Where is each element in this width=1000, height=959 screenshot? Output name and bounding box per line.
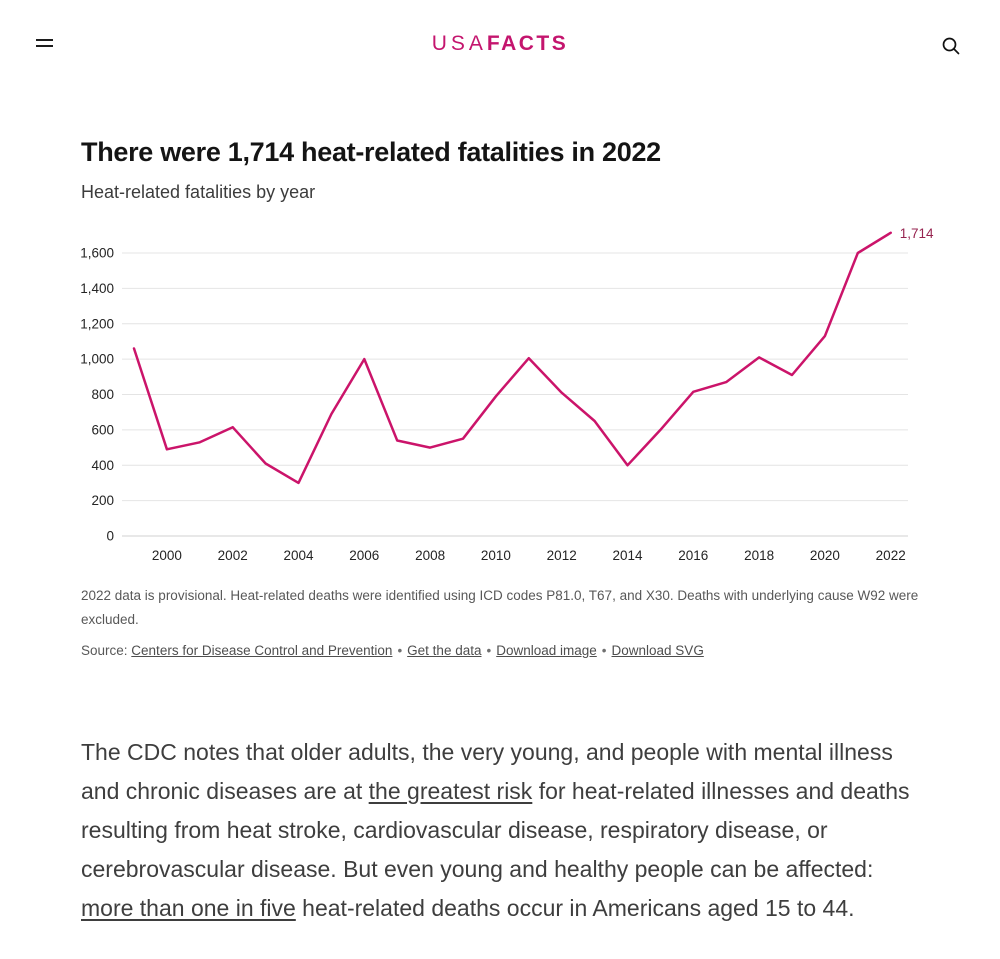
logo[interactable]: USAFACTS	[0, 33, 1000, 55]
inline-link[interactable]: more than one in five	[81, 895, 296, 921]
source-label: Source:	[81, 643, 128, 658]
logo-facts-text: FACTS	[486, 32, 569, 55]
x-tick-label: 2008	[415, 548, 445, 563]
y-tick-label: 400	[91, 458, 114, 473]
get-the-data-link[interactable]: Get the data	[407, 643, 482, 658]
hamburger-icon	[36, 39, 53, 41]
y-tick-label: 1,400	[80, 281, 114, 296]
data-line	[132, 231, 892, 485]
x-tick-label: 2002	[218, 548, 248, 563]
paragraph-text: heat-related deaths occur in Americans a…	[295, 895, 855, 921]
x-tick-label: 2022	[876, 548, 906, 563]
y-tick-label: 1,000	[80, 352, 114, 367]
data-point-label: 1,714	[900, 226, 934, 241]
y-tick-label: 1,600	[80, 246, 114, 261]
menu-button[interactable]	[36, 39, 54, 47]
y-tick-label: 0	[106, 529, 114, 544]
paragraph-text: for heat-related illnesses and deaths re…	[81, 778, 910, 882]
x-tick-label: 2006	[349, 548, 379, 563]
y-tick-label: 1,200	[80, 316, 114, 331]
search-button[interactable]	[939, 34, 963, 58]
chart-footnote: 2022 data is provisional. Heat-related d…	[81, 588, 919, 627]
heat-fatalities-line-chart: 0 200 400 600 800 1,000 1,200 1,400 1,600 2000 200…	[80, 216, 934, 568]
x-tick-label: 2020	[810, 548, 840, 563]
chart-subtitle: Heat-related fatalities by year	[81, 182, 316, 202]
separator-dot: •	[397, 643, 403, 658]
x-tick-label: 2014	[612, 548, 643, 563]
x-tick-label: 2018	[744, 548, 774, 563]
cdc-source-link[interactable]: Centers for Disease Control and Preventi…	[131, 643, 393, 658]
chart-canvas: 0 200 400 600 800 1,000 1,200 1,400 1,600 2000 200…	[80, 226, 934, 563]
search-icon	[942, 37, 960, 55]
y-tick-label: 800	[91, 387, 114, 402]
separator-dot: •	[486, 643, 492, 658]
page-title: There were 1,714 heat-related fatalities…	[81, 137, 661, 167]
inline-link[interactable]: the greatest risk	[368, 778, 533, 804]
y-tick-label: 600	[91, 422, 114, 437]
article: There were 1,714 heat-related fatalities…	[80, 136, 934, 928]
separator-dot: •	[601, 643, 607, 658]
download-image-link[interactable]: Download image	[496, 643, 597, 658]
x-tick-label: 2016	[678, 548, 708, 563]
x-tick-label: 2004	[283, 548, 314, 563]
paragraph-text: The CDC notes that older adults, the ver…	[81, 739, 893, 804]
x-tick-label: 2010	[481, 548, 511, 563]
x-tick-label: 2012	[547, 548, 577, 563]
logo-usa-text: USA	[431, 32, 487, 55]
body-paragraph: The CDC notes that older adults, the ver…	[81, 733, 932, 928]
chart-source-row: Source: Centers for Disease Control and …	[81, 641, 932, 661]
x-tick-label: 2000	[152, 548, 182, 563]
download-svg-link[interactable]: Download SVG	[611, 643, 704, 658]
y-tick-label: 200	[91, 493, 114, 508]
site-header: USAFACTS	[0, 0, 1000, 96]
